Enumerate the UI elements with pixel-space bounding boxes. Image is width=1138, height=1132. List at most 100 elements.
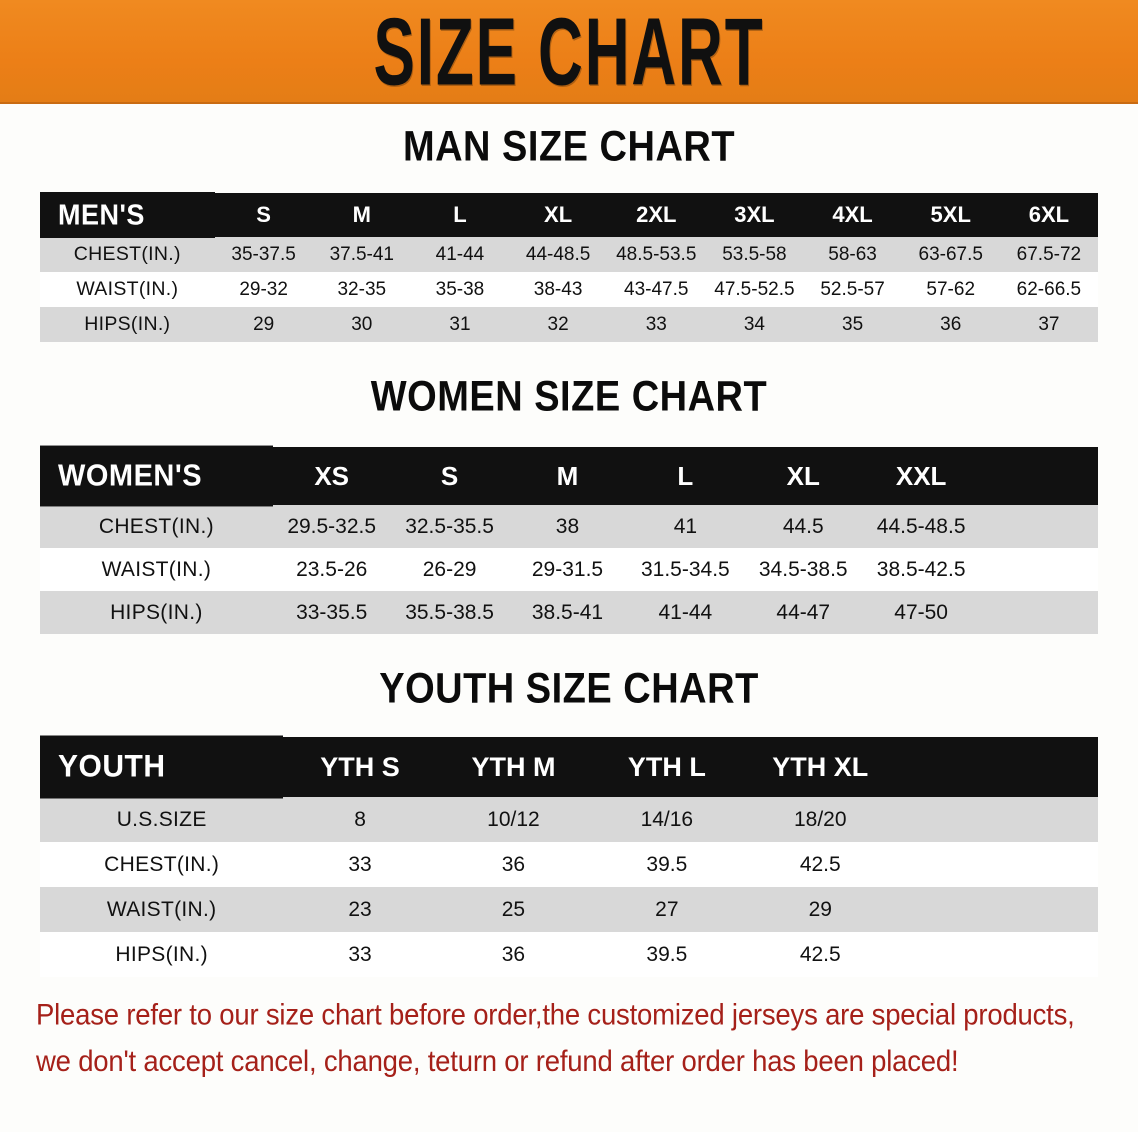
table-cell: 44.5-48.5: [862, 505, 981, 548]
youth-size-header: YTH M: [436, 737, 591, 797]
table-row: WAIST(IN.) 29-32 32-35 35-38 38-43 43-47…: [40, 272, 1098, 307]
table-cell: 18/20: [743, 797, 897, 842]
table-cell: 33: [283, 842, 437, 887]
table-cell: 35.5-38.5: [390, 591, 509, 634]
table-cell: 10/12: [436, 797, 591, 842]
table-row: CHEST(IN.) 29.5-32.5 32.5-35.5 38 41 44.…: [40, 505, 1098, 548]
table-cell-empty: [896, 797, 1098, 842]
man-chart-wrap: MEN'S S M L XL 2XL 3XL 4XL 5XL 6XL CHEST…: [0, 191, 1138, 342]
table-row: HIPS(IN.) 33 36 39.5 42.5: [40, 932, 1098, 977]
table-cell: 36: [436, 932, 591, 977]
table-cell: 53.5-58: [705, 237, 804, 272]
man-size-header: S: [214, 193, 313, 237]
table-cell: 44-47: [744, 591, 863, 634]
table-row: WAIST(IN.) 23.5-26 26-29 29-31.5 31.5-34…: [40, 548, 1098, 591]
women-table-head: WOMEN'S XS S M L XL XXL: [40, 445, 1098, 507]
table-row: U.S.SIZE 8 10/12 14/16 18/20: [40, 797, 1098, 842]
table-cell: 52.5-57: [803, 272, 902, 307]
table-cell: 33-35.5: [272, 591, 391, 634]
table-cell: 29-31.5: [508, 548, 627, 591]
table-cell: 33: [607, 307, 706, 342]
man-section-heading: MAN SIZE CHART: [402, 123, 736, 171]
table-row: HIPS(IN.) 29 30 31 32 33 34 35 36 37: [40, 307, 1098, 342]
women-size-header: S: [390, 447, 509, 505]
man-size-header: L: [410, 193, 510, 237]
women-size-header: L: [626, 447, 745, 505]
disclaimer: Please refer to our size chart before or…: [0, 977, 1138, 1084]
women-size-header: M: [508, 447, 627, 505]
man-size-header: 3XL: [705, 193, 804, 237]
table-cell: 26-29: [390, 548, 509, 591]
women-size-header: XL: [744, 447, 863, 505]
banner-title: SIZE CHART: [373, 0, 765, 105]
table-cell: 29: [743, 887, 897, 932]
table-cell: 29.5-32.5: [272, 505, 391, 548]
man-header-row: MEN'S S M L XL 2XL 3XL 4XL 5XL 6XL: [40, 191, 1098, 239]
youth-section-heading: YOUTH SIZE CHART: [379, 665, 759, 713]
table-cell: 38.5-41: [508, 591, 627, 634]
table-cell-empty: [980, 505, 1098, 548]
youth-row-label: WAIST(IN.): [40, 887, 284, 932]
man-size-header: 4XL: [803, 193, 902, 237]
table-cell: 23: [283, 887, 437, 932]
disclaimer-line-2: we don't accept cancel, change, teturn o…: [36, 1043, 959, 1078]
table-cell: 25: [436, 887, 591, 932]
youth-header-row: YOUTH YTH S YTH M YTH L YTH XL: [40, 735, 1098, 799]
women-size-header: XS: [272, 447, 391, 505]
youth-table-head: YOUTH YTH S YTH M YTH L YTH XL: [40, 735, 1098, 799]
man-size-header: XL: [509, 193, 608, 237]
table-cell: 39.5: [590, 932, 744, 977]
table-cell: 23.5-26: [272, 548, 391, 591]
table-cell: 32.5-35.5: [390, 505, 509, 548]
table-row: HIPS(IN.) 33-35.5 35.5-38.5 38.5-41 41-4…: [40, 591, 1098, 634]
man-size-header: M: [312, 193, 411, 237]
table-cell-empty: [980, 548, 1098, 591]
youth-row-label: CHEST(IN.): [40, 842, 284, 887]
table-cell: 31: [410, 307, 510, 342]
table-cell: 67.5-72: [999, 237, 1098, 272]
table-cell: 39.5: [590, 842, 744, 887]
women-row-label: WAIST(IN.): [40, 548, 273, 591]
women-table-body: CHEST(IN.) 29.5-32.5 32.5-35.5 38 41 44.…: [40, 505, 1098, 634]
women-row-label: CHEST(IN.): [40, 505, 273, 548]
youth-row-label: U.S.SIZE: [40, 797, 284, 842]
man-table-head: MEN'S S M L XL 2XL 3XL 4XL 5XL 6XL: [40, 191, 1098, 239]
table-cell-empty: [896, 932, 1098, 977]
table-row: CHEST(IN.) 35-37.5 37.5-41 41-44 44-48.5…: [40, 237, 1098, 272]
table-cell: 47.5-52.5: [705, 272, 804, 307]
table-cell: 62-66.5: [999, 272, 1098, 307]
table-cell: 57-62: [901, 272, 1000, 307]
man-size-header: 2XL: [607, 193, 706, 237]
table-cell: 48.5-53.5: [607, 237, 706, 272]
table-cell: 58-63: [803, 237, 902, 272]
table-cell: 29: [214, 307, 313, 342]
youth-size-header: YTH L: [590, 737, 744, 797]
women-row-label: HIPS(IN.): [40, 591, 273, 634]
table-cell: 33: [283, 932, 437, 977]
youth-table-body: U.S.SIZE 8 10/12 14/16 18/20 CHEST(IN.) …: [40, 797, 1098, 977]
women-corner-label: WOMEN'S: [40, 445, 273, 507]
table-cell: 34.5-38.5: [744, 548, 863, 591]
man-corner-label: MEN'S: [40, 191, 215, 239]
table-cell-empty: [896, 842, 1098, 887]
table-cell: 32-35: [312, 272, 411, 307]
table-cell: 41-44: [626, 591, 745, 634]
table-cell: 37: [999, 307, 1098, 342]
table-cell: 27: [590, 887, 744, 932]
man-row-label: HIPS(IN.): [40, 307, 215, 342]
table-cell: 36: [901, 307, 1000, 342]
table-cell: 36: [436, 842, 591, 887]
youth-corner-label: YOUTH: [40, 735, 284, 799]
table-cell-empty: [980, 591, 1098, 634]
man-size-header: 5XL: [901, 193, 1000, 237]
banner: SIZE CHART: [0, 0, 1138, 104]
table-row: WAIST(IN.) 23 25 27 29: [40, 887, 1098, 932]
table-cell: 14/16: [590, 797, 744, 842]
youth-chart-wrap: YOUTH YTH S YTH M YTH L YTH XL U.S.SIZE …: [0, 735, 1138, 977]
youth-size-header: YTH XL: [743, 737, 897, 797]
table-cell: 29-32: [214, 272, 313, 307]
table-cell: 8: [283, 797, 437, 842]
table-cell-empty: [896, 887, 1098, 932]
table-row: CHEST(IN.) 33 36 39.5 42.5: [40, 842, 1098, 887]
table-cell: 44.5: [744, 505, 863, 548]
